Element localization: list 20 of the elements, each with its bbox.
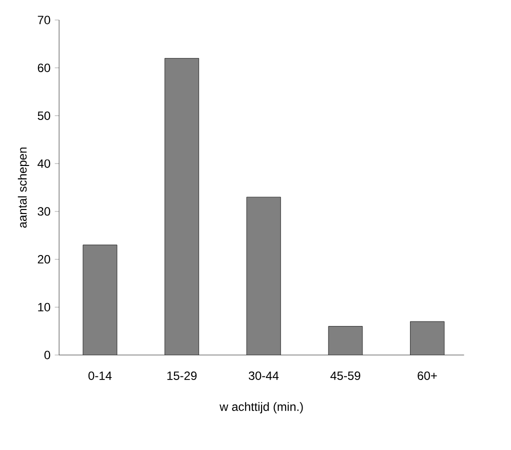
y-axis-title: aantal schepen <box>18 148 30 228</box>
x-tick-label: 60+ <box>418 371 437 380</box>
y-tick-label: 0 <box>44 350 50 360</box>
x-tick-label: 0-14 <box>88 371 112 380</box>
y-tick-label: 50 <box>38 111 50 120</box>
x-tick-label: 30-44 <box>248 371 279 380</box>
x-tick-label: 15-29 <box>167 371 197 380</box>
bar <box>83 244 117 355</box>
bar <box>246 197 281 355</box>
y-tick-label: 30 <box>38 207 50 216</box>
bar <box>164 58 199 355</box>
y-tick-label: 70 <box>38 16 50 24</box>
bar <box>328 326 362 355</box>
y-tick-label: 20 <box>38 255 50 264</box>
x-axis-title: w achttijd (min.) <box>220 402 303 414</box>
y-tick-label: 60 <box>38 64 50 72</box>
y-tick-label: 10 <box>38 302 50 312</box>
x-tick-label: 45-59 <box>330 371 360 380</box>
y-tick-label: 40 <box>38 159 50 168</box>
bar <box>410 321 444 355</box>
